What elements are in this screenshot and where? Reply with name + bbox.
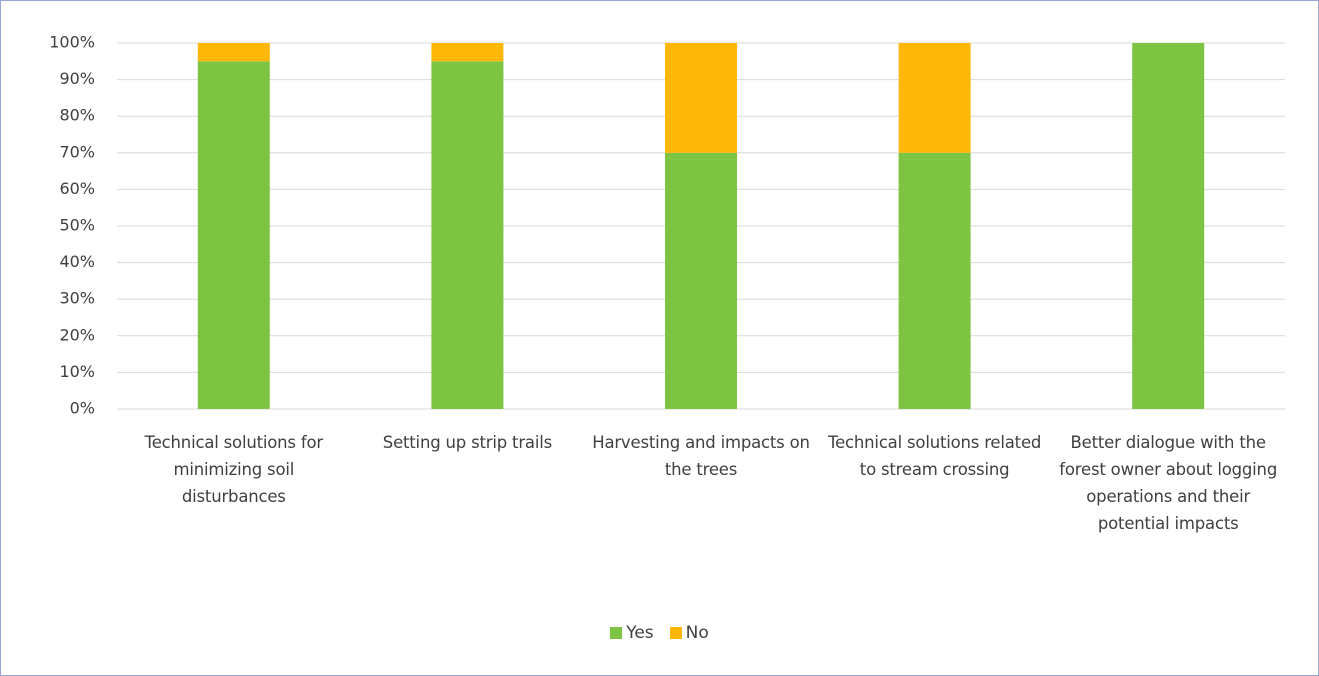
x-tick-label: Technical solutions related to stream cr… — [828, 433, 1042, 479]
bar-segment — [1132, 43, 1205, 409]
y-tick-label: 20% — [59, 325, 95, 344]
y-tick-label: 10% — [59, 362, 95, 381]
legend-label: Yes — [626, 623, 654, 643]
bar-segment — [431, 61, 504, 410]
legend-swatch — [610, 627, 623, 639]
y-tick-label: 30% — [59, 289, 95, 308]
y-tick-label: 80% — [59, 106, 95, 125]
x-tick-label: Setting up strip trails — [382, 433, 552, 452]
bar-segment — [665, 152, 737, 410]
y-tick-label: 70% — [59, 142, 95, 161]
bar-segment — [197, 43, 270, 62]
legend-swatch — [669, 627, 682, 639]
x-tick-label: Harvesting and impacts on the trees — [592, 433, 810, 479]
legend-item: Yes — [610, 623, 654, 643]
bar-segment — [898, 152, 971, 410]
y-tick-label: 50% — [59, 216, 95, 235]
legend-label: No — [685, 623, 709, 643]
y-tick-label: 40% — [59, 252, 95, 271]
bar-segment — [431, 43, 504, 62]
legend-item: No — [669, 623, 709, 643]
y-tick-label: 90% — [59, 69, 95, 88]
bar-segment — [197, 61, 270, 410]
y-tick-label: 100% — [49, 33, 95, 52]
bar-segment — [665, 43, 737, 153]
legend: Yes No — [1, 623, 1318, 643]
y-tick-label: 0% — [70, 399, 95, 418]
bar-segment — [898, 43, 971, 153]
y-tick-label: 60% — [59, 179, 95, 198]
x-tick-label: Better dialogue with the forest owner ab… — [1059, 433, 1278, 533]
x-tick-label: Technical solutions for minimizing soil … — [144, 433, 323, 506]
